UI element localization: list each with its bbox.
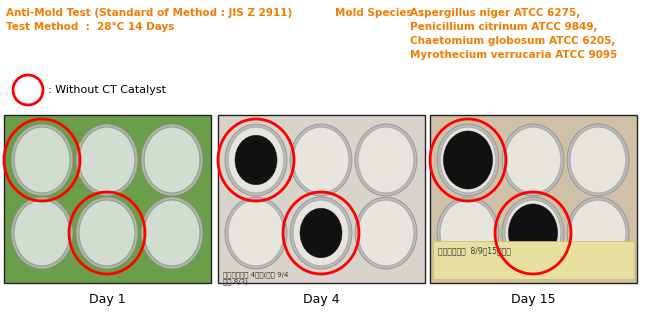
Ellipse shape bbox=[293, 127, 349, 193]
Ellipse shape bbox=[76, 124, 138, 196]
Ellipse shape bbox=[508, 204, 557, 262]
Ellipse shape bbox=[228, 200, 284, 266]
Ellipse shape bbox=[290, 124, 352, 196]
Ellipse shape bbox=[300, 208, 342, 258]
Bar bbox=[430, 115, 637, 283]
Text: 防カビテスト  8/9（15日後）: 防カビテスト 8/9（15日後） bbox=[438, 246, 511, 255]
Bar bbox=[4, 115, 211, 283]
Ellipse shape bbox=[225, 197, 287, 269]
Ellipse shape bbox=[293, 200, 349, 266]
Ellipse shape bbox=[567, 197, 629, 269]
Text: : Without CT Catalyst: : Without CT Catalyst bbox=[48, 85, 166, 95]
Text: Mold Species  :: Mold Species : bbox=[335, 8, 428, 18]
Text: Test Method  :  28°C 14 Days: Test Method : 28°C 14 Days bbox=[6, 22, 175, 32]
Ellipse shape bbox=[570, 127, 626, 193]
Ellipse shape bbox=[144, 200, 200, 266]
Ellipse shape bbox=[358, 127, 414, 193]
Ellipse shape bbox=[355, 124, 417, 196]
Ellipse shape bbox=[141, 124, 203, 196]
Ellipse shape bbox=[141, 197, 203, 269]
Ellipse shape bbox=[358, 200, 414, 266]
Ellipse shape bbox=[11, 124, 73, 196]
Ellipse shape bbox=[355, 197, 417, 269]
Ellipse shape bbox=[567, 124, 629, 196]
Ellipse shape bbox=[14, 127, 70, 193]
Bar bbox=[433, 241, 634, 279]
Ellipse shape bbox=[11, 197, 73, 269]
Ellipse shape bbox=[502, 197, 564, 269]
Ellipse shape bbox=[79, 127, 135, 193]
Ellipse shape bbox=[440, 127, 496, 193]
Bar bbox=[218, 115, 425, 283]
Text: Penicillium citrinum ATCC 9849,: Penicillium citrinum ATCC 9849, bbox=[410, 22, 598, 32]
Ellipse shape bbox=[225, 124, 287, 196]
Ellipse shape bbox=[505, 200, 561, 266]
Text: Chaetomium globosum ATCC 6205,: Chaetomium globosum ATCC 6205, bbox=[410, 36, 615, 46]
Text: 防カビテスト 4日後(加日 9/4: 防カビテスト 4日後(加日 9/4 bbox=[223, 271, 288, 278]
Ellipse shape bbox=[144, 127, 200, 193]
Text: Aspergillus niger ATCC 6275,: Aspergillus niger ATCC 6275, bbox=[410, 8, 580, 18]
Text: Day 1: Day 1 bbox=[89, 293, 126, 306]
Ellipse shape bbox=[14, 200, 70, 266]
Text: 開始 8/3): 開始 8/3) bbox=[223, 278, 248, 285]
Ellipse shape bbox=[235, 135, 277, 185]
Ellipse shape bbox=[79, 200, 135, 266]
Ellipse shape bbox=[437, 124, 499, 196]
Ellipse shape bbox=[440, 200, 496, 266]
Text: Day 15: Day 15 bbox=[511, 293, 556, 306]
Ellipse shape bbox=[76, 197, 138, 269]
Text: Myrothecium verrucaria ATCC 9095: Myrothecium verrucaria ATCC 9095 bbox=[410, 50, 617, 60]
Ellipse shape bbox=[290, 197, 352, 269]
Ellipse shape bbox=[228, 127, 284, 193]
Text: Day 4: Day 4 bbox=[303, 293, 340, 306]
Ellipse shape bbox=[502, 124, 564, 196]
Ellipse shape bbox=[505, 127, 561, 193]
Ellipse shape bbox=[437, 197, 499, 269]
Ellipse shape bbox=[570, 200, 626, 266]
Text: Anti-Mold Test (Standard of Method : JIS Z 2911): Anti-Mold Test (Standard of Method : JIS… bbox=[6, 8, 292, 18]
Ellipse shape bbox=[443, 131, 493, 189]
